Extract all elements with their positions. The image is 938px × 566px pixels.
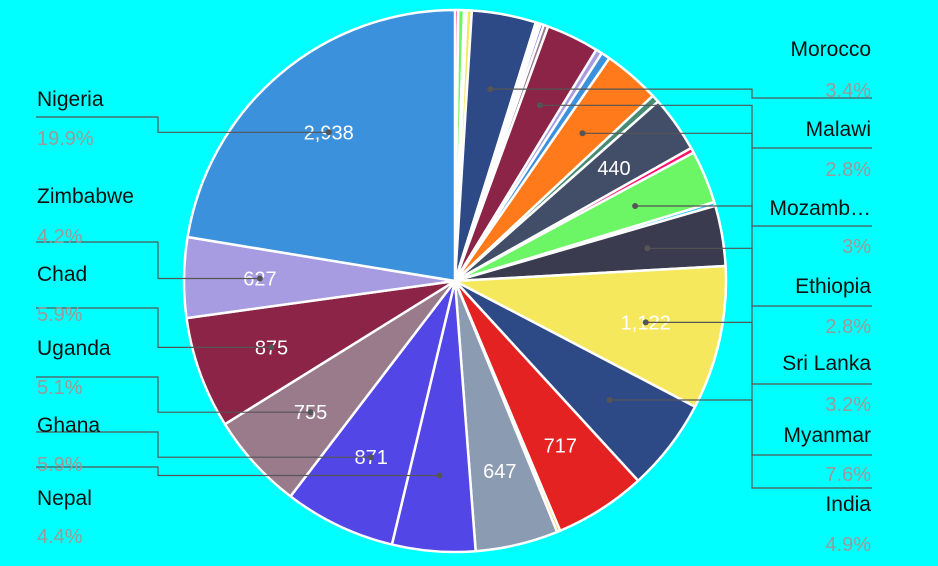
leader-line [582,132,872,227]
slice-value-label: 717 [544,435,577,457]
percent-nigeria: 19.9% [37,128,94,150]
slice-value-label: 647 [483,461,516,483]
label-uganda: Uganda [37,337,111,360]
percent-uganda: 5.1% [37,377,83,399]
pie-slice-ghana [289,279,457,546]
label-morocco: Morocco [790,38,871,61]
percent-morocco: 3.4% [825,80,871,102]
leader-line [36,116,329,133]
slice-value-label: 440 [597,158,630,180]
leader-line [539,104,872,149]
percent-malawi: 2.8% [825,159,871,181]
label-india: India [825,493,871,516]
leader-line [647,247,872,385]
leader-line [36,307,272,348]
pie-slice-chad [185,279,457,426]
leader-line [36,431,372,458]
label-ghana: Ghana [37,414,100,437]
percent-zimbabwe: 4.2% [37,226,83,248]
label-zimbabwe: Zimbabwe [37,185,134,208]
leader-line [36,241,260,280]
percent-india: 4.9% [825,534,871,556]
percent-ethiopia: 2.8% [825,316,871,338]
pie-slices [182,8,728,554]
label-malawi: Malawi [806,118,871,141]
leader-line [36,466,440,477]
label-nepal: Nepal [37,487,92,510]
label-myanmar: Myanmar [783,424,871,447]
leader-lines [36,86,872,489]
percent-ghana: 5.9% [37,454,83,476]
leader-line [609,399,872,489]
percent-mozamb: 3% [842,236,871,258]
percent-chad: 5.9% [37,304,83,326]
label-sri-lanka: Sri Lanka [782,352,871,375]
label-mozamb: Mozamb… [769,197,871,220]
percent-sri-lanka: 3.2% [825,394,871,416]
leader-line [645,321,872,456]
leader-line [36,376,311,413]
legend-labels: Morocco 3.4% Malawi 2.8% Mozamb… 3% Ethiopia 2.… [37,38,871,556]
pie-slice-nigeria [186,8,457,283]
label-nigeria: Nigeria [37,88,104,111]
percent-myanmar: 7.6% [825,464,871,486]
leader-line [490,88,872,99]
label-chad: Chad [37,263,87,286]
percent-nepal: 4.4% [37,526,83,548]
label-ethiopia: Ethiopia [795,275,871,298]
pie-slice-myanmar [453,264,728,408]
